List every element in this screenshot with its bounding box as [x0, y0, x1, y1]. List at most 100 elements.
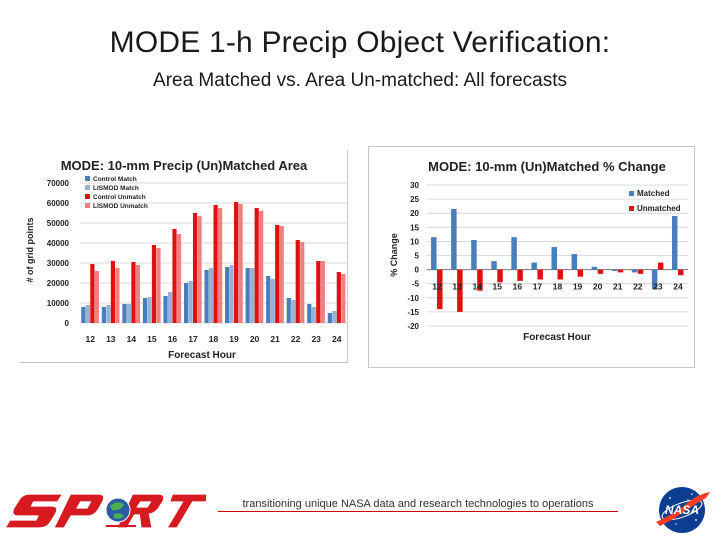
bar-matched	[471, 239, 477, 270]
slide-subtitle: Area Matched vs. Area Un-matched: All fo…	[153, 70, 567, 91]
bar-matched	[431, 237, 437, 270]
matched-area-chart: MODE: 10-mm Precip (Un)Matched Area 0 1000…	[19, 150, 348, 363]
bar-control-unmatch	[336, 272, 341, 323]
bar-control-unmatch	[131, 262, 136, 323]
nasa-logo-lettering: NASA	[665, 503, 699, 517]
bar-control-unmatch	[151, 245, 157, 323]
y-tick-label: 20000	[47, 279, 70, 288]
y-tick-label: 10000	[47, 299, 70, 308]
bar-control-match	[163, 296, 168, 323]
bar-control-match	[286, 298, 291, 323]
bar-unmatched	[497, 269, 503, 283]
legend-label: LISMOD Unmatch	[93, 203, 148, 210]
bar-control-unmatch	[110, 261, 116, 323]
x-tick-label: 19	[229, 334, 239, 344]
bar-lismod-unmatch	[197, 216, 202, 323]
x-tick-label: 16	[168, 334, 178, 344]
y-tick-label: 15	[410, 223, 419, 232]
bar-lismod-unmatch	[320, 261, 325, 323]
y-tick-label: 20	[410, 209, 419, 218]
bar-matched	[571, 254, 578, 270]
bar-control-match	[142, 298, 148, 323]
x-tick-label: 24	[673, 282, 683, 292]
bar-control-unmatch	[172, 229, 177, 323]
bar-lismod-match	[188, 281, 193, 323]
bar-matched	[511, 237, 517, 270]
bar-matched	[531, 262, 537, 270]
x-tick-label: 21	[270, 334, 280, 344]
legend-swatch	[85, 203, 90, 208]
bar-matched	[611, 269, 618, 272]
bar-matched	[631, 269, 638, 273]
bar-matched	[671, 216, 678, 270]
y-tick-label: 70000	[47, 179, 70, 188]
bar-lismod-unmatch	[259, 211, 264, 323]
bar-lismod-unmatch	[156, 248, 161, 323]
sport-logo	[6, 493, 206, 529]
x-tick-label: 17	[533, 282, 543, 292]
bar-lismod-match	[291, 300, 296, 323]
bar-matched	[491, 261, 497, 270]
x-tick-label: 21	[613, 282, 623, 292]
bar-control-match	[327, 313, 332, 323]
bar-lismod-match	[229, 265, 234, 323]
x-tick-label: 17	[188, 334, 198, 344]
x-tick-label: 23	[311, 334, 321, 344]
legend-label: LISMOD Match	[93, 185, 139, 192]
bar-unmatched	[517, 269, 523, 281]
slide-title: MODE 1-h Precip Object Verification:	[109, 26, 611, 59]
percent-change-chart: MODE: 10-mm (Un)Matched % Change 30 25 20 15…	[368, 146, 695, 368]
bar-unmatched	[637, 269, 644, 274]
x-tick-label: 24	[332, 334, 342, 344]
bar-lismod-unmatch	[94, 271, 99, 323]
bar-control-unmatch	[254, 208, 259, 323]
legend-label: Matched	[637, 189, 670, 198]
x-tick-label: 20	[593, 282, 603, 292]
x-axis-label: Forecast Hour	[168, 350, 236, 361]
bar-lismod-unmatch	[218, 208, 223, 323]
bar-control-unmatch	[316, 261, 321, 323]
footer-rule	[218, 511, 618, 512]
y-tick-label: 0	[65, 319, 70, 328]
y-tick-label: 25	[410, 195, 419, 204]
y-tick-label: 5	[415, 252, 420, 261]
bar-unmatched	[597, 269, 604, 274]
y-tick-label: 60000	[47, 199, 70, 208]
x-tick-label: 14	[472, 282, 482, 292]
bar-control-match	[225, 267, 230, 323]
bar-lismod-unmatch	[238, 204, 243, 323]
bar-control-unmatch	[234, 202, 239, 323]
x-axis-label: Forecast Hour	[523, 332, 591, 343]
bar-matched	[591, 266, 598, 270]
chart-title: MODE: 10-mm Precip (Un)Matched Area	[61, 158, 308, 173]
legend-swatch	[85, 185, 90, 190]
bar-lismod-match	[270, 279, 275, 323]
footer-tagline: transitioning unique NASA data and resea…	[242, 498, 594, 510]
x-tick-label: 15	[493, 282, 503, 292]
y-axis-label: # of grid points	[25, 218, 35, 283]
y-tick-label: -5	[412, 280, 420, 289]
percent-change-chart-svg: MODE: 10-mm (Un)Matched % Change 30 25 20 15…	[389, 159, 688, 343]
bar-control-unmatch	[295, 240, 300, 323]
y-tick-label: -15	[407, 308, 419, 317]
y-tick-label: 10	[410, 237, 419, 246]
bar-control-match	[245, 268, 250, 323]
x-tick-label: 22	[633, 282, 643, 292]
x-tick-label: 13	[106, 334, 116, 344]
bar-matched	[451, 208, 457, 270]
bar-lismod-match	[85, 305, 90, 323]
bar-unmatched	[657, 262, 664, 270]
bar-control-match	[81, 307, 86, 323]
bar-control-match	[122, 304, 127, 323]
bar-lismod-unmatch	[115, 268, 120, 323]
bar-control-match	[307, 304, 312, 323]
y-tick-label: 30000	[47, 259, 70, 268]
x-tick-label: 12	[86, 334, 96, 344]
y-axis-label: % Change	[389, 233, 399, 277]
bar-lismod-unmatch	[135, 265, 141, 323]
chart-title: MODE: 10-mm (Un)Matched % Change	[428, 159, 666, 174]
x-tick-label: 22	[291, 334, 301, 344]
bar-unmatched	[537, 269, 543, 280]
x-tick-label: 15	[147, 334, 157, 344]
legend-swatch	[85, 176, 90, 181]
